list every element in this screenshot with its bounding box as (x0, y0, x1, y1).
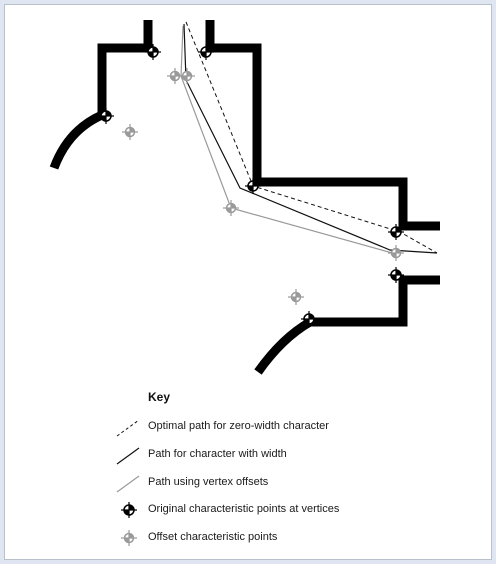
wall-bottom-arc (254, 318, 313, 375)
key-item-label: Path for character with width (148, 448, 287, 460)
key-item-label: Optimal path for zero-width character (148, 420, 329, 432)
path-with-width (183, 23, 438, 254)
offset-point-4 (222, 199, 240, 217)
key-item-width-path: Path for character with width (114, 444, 434, 468)
key-item-label: Offset characteristic points (148, 531, 278, 543)
wall-left-arc (49, 110, 104, 170)
path-vertex-offsets (180, 25, 397, 255)
wall-top-left (97, 20, 153, 115)
solid-line-swatch-icon (116, 447, 140, 465)
key-item-optimal-path: Optimal path for zero-width character (114, 416, 434, 440)
key-item-label: Path using vertex offsets (148, 476, 269, 488)
offset-point-5 (387, 244, 405, 262)
optimal-path-zero-width (185, 21, 438, 254)
key-item-original-points: Original characteristic points at vertic… (114, 499, 434, 523)
offset-point-6 (287, 288, 305, 306)
key-title: Key (148, 390, 171, 404)
key-item-offset-path: Path using vertex offsets (114, 472, 434, 496)
original-point-marker-icon (120, 501, 138, 519)
offset-point-3 (121, 123, 139, 141)
wall-bottom-right (310, 275, 440, 327)
walls (49, 20, 440, 375)
key-item-label: Original characteristic points at vertic… (148, 503, 340, 515)
dashed-line-swatch-icon (116, 419, 140, 437)
key-item-offset-points: Offset characteristic points (114, 527, 434, 551)
offset-point-marker-icon (120, 529, 138, 547)
wall-top-right (205, 20, 440, 231)
gray-line-swatch-icon (116, 475, 140, 493)
